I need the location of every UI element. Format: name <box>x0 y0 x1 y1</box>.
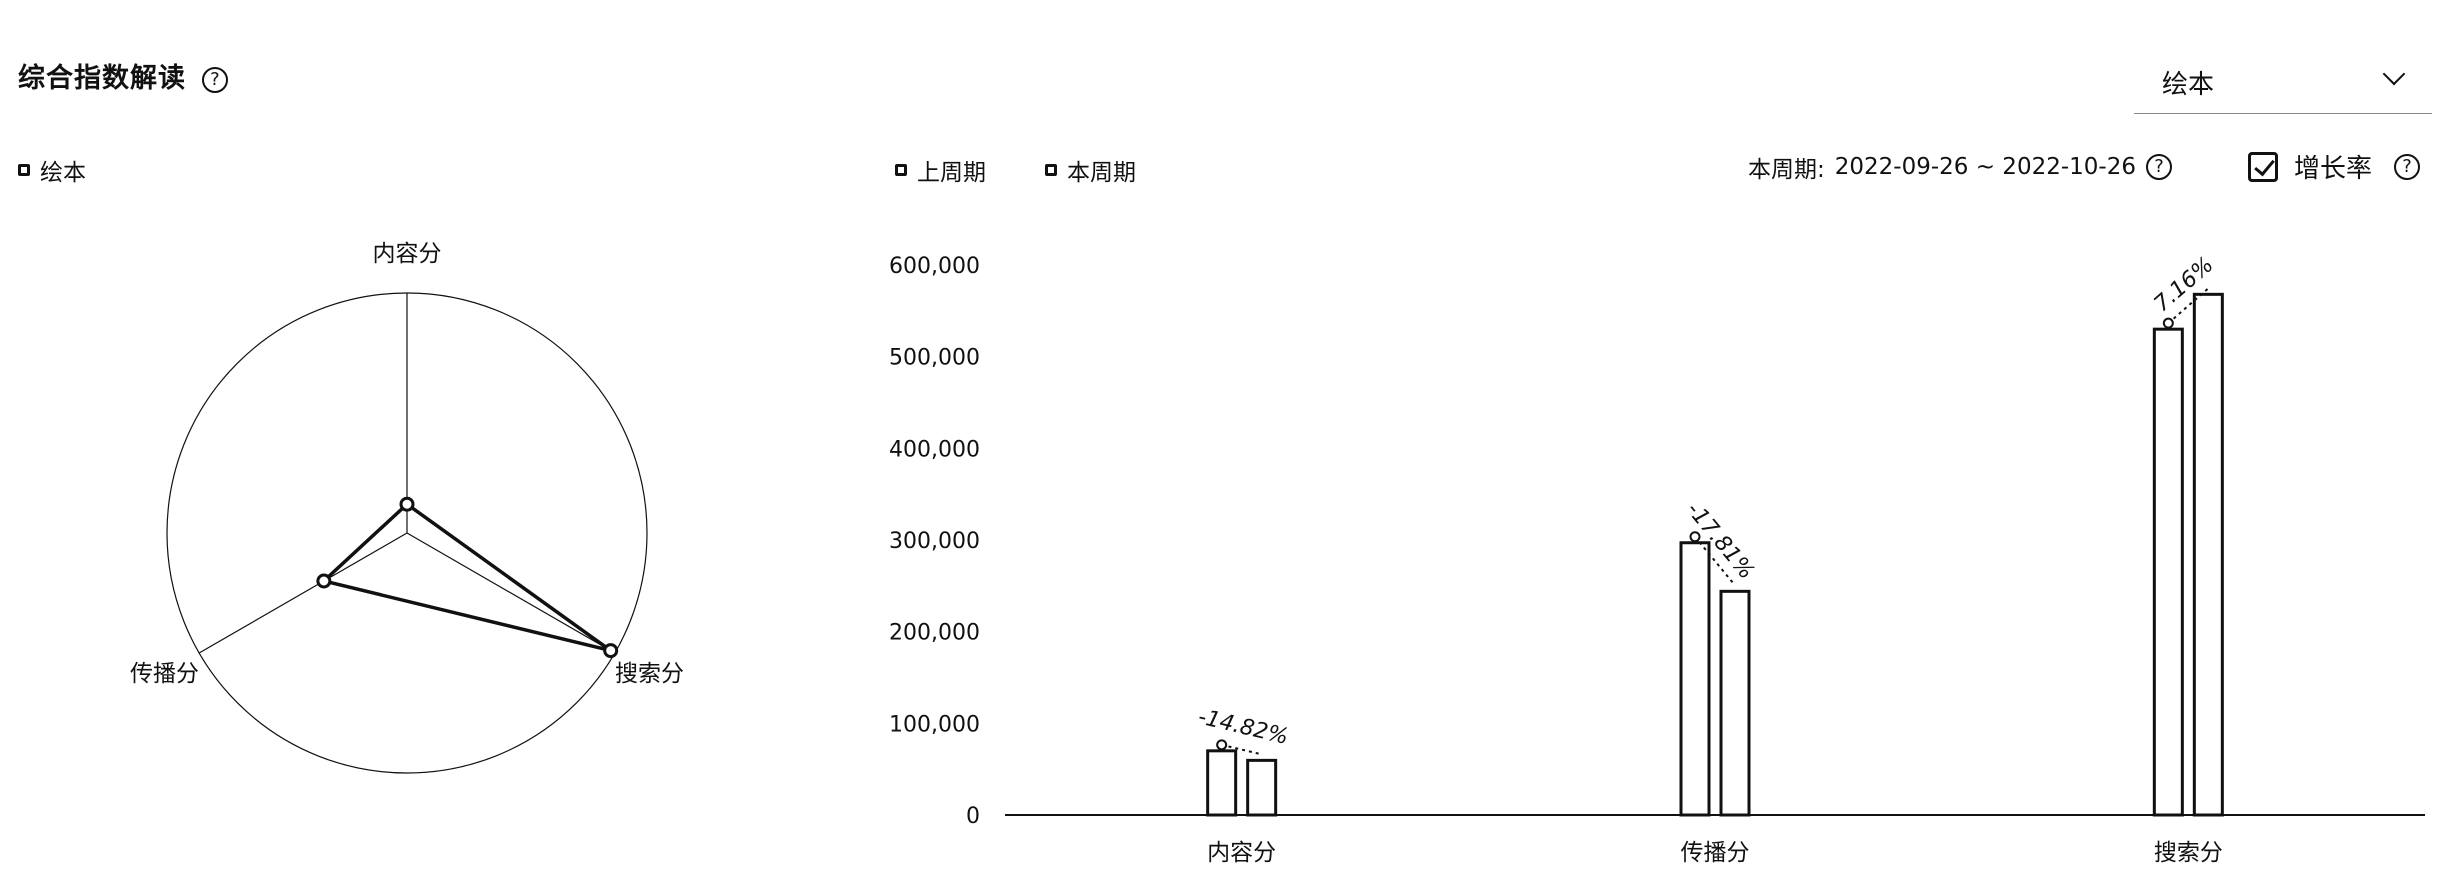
bar-current <box>1246 758 1278 817</box>
period-label: 本周期: <box>1748 157 1825 183</box>
y-tick-label: 600,000 <box>889 254 980 279</box>
bar-legend-item-previous[interactable]: 上周期 <box>895 153 986 187</box>
category-dropdown[interactable]: 绘本 <box>2134 58 2432 114</box>
radar-axis-2 <box>198 532 408 654</box>
bar-current <box>1719 589 1751 817</box>
legend-square-icon <box>895 164 907 176</box>
growth-marker <box>1216 739 1228 751</box>
bar-legend-label-previous: 上周期 <box>917 160 986 186</box>
bar-legend-item-current[interactable]: 本周期 <box>1045 153 1136 187</box>
bar-current <box>2192 292 2224 817</box>
y-tick-label: 500,000 <box>889 346 980 371</box>
y-tick-label: 400,000 <box>889 437 980 462</box>
x-tick-label: 搜索分 <box>2154 840 2223 866</box>
growth-rate-toggle[interactable]: 增长率 ? <box>2248 148 2421 185</box>
y-tick-label: 300,000 <box>889 529 980 554</box>
help-icon[interactable]: ? <box>202 66 229 93</box>
bar-previous <box>1206 749 1238 817</box>
radar-data-point <box>603 643 619 659</box>
bar-previous <box>2152 327 2184 817</box>
radar-series-polygon <box>320 501 612 653</box>
y-tick-label: 100,000 <box>889 712 980 737</box>
radar-legend-item[interactable]: 绘本 <box>18 153 86 187</box>
section-title: 综合指数解读 ? <box>18 56 229 95</box>
period-range: 本周期: 2022-09-26 ~ 2022-10-26 ? <box>1748 150 2172 184</box>
growth-connector <box>2167 287 2209 324</box>
radar-data-point <box>399 496 415 512</box>
radar-indicator-label: 搜索分 <box>615 661 684 687</box>
bar-previous <box>1679 541 1711 817</box>
y-tick-label: 200,000 <box>889 621 980 646</box>
period-range-value: 2022-09-26 ~ 2022-10-26 <box>1834 154 2136 180</box>
radar-indicator-label: 传播分 <box>130 661 199 687</box>
dropdown-selected-value: 绘本 <box>2162 70 2215 100</box>
legend-square-icon <box>18 164 30 176</box>
x-tick-label: 内容分 <box>1207 840 1276 866</box>
bar-legend-label-current: 本周期 <box>1067 160 1136 186</box>
growth-rate-checkbox[interactable] <box>2248 151 2278 182</box>
section-title-text: 综合指数解读 <box>18 63 186 94</box>
growth-marker <box>2162 317 2174 329</box>
growth-marker <box>1689 531 1701 543</box>
growth-rate-label: 增长率 <box>2294 154 2373 184</box>
radar-data-point <box>316 573 332 589</box>
help-icon[interactable]: ? <box>2394 153 2421 180</box>
x-tick-label: 传播分 <box>1681 840 1750 866</box>
legend-square-icon <box>1045 164 1057 176</box>
y-tick-label: 0 <box>966 804 980 829</box>
help-icon[interactable]: ? <box>2145 154 2172 180</box>
radar-legend-label: 绘本 <box>40 160 86 186</box>
radar-indicator-label: 内容分 <box>373 241 442 267</box>
radar-axis-1 <box>406 532 616 654</box>
bar-chart: 0 100,000 200,000 300,000 400,000 500,000 600,… <box>889 252 2425 866</box>
growth-rate-label: -14.82% <box>1196 704 1291 750</box>
